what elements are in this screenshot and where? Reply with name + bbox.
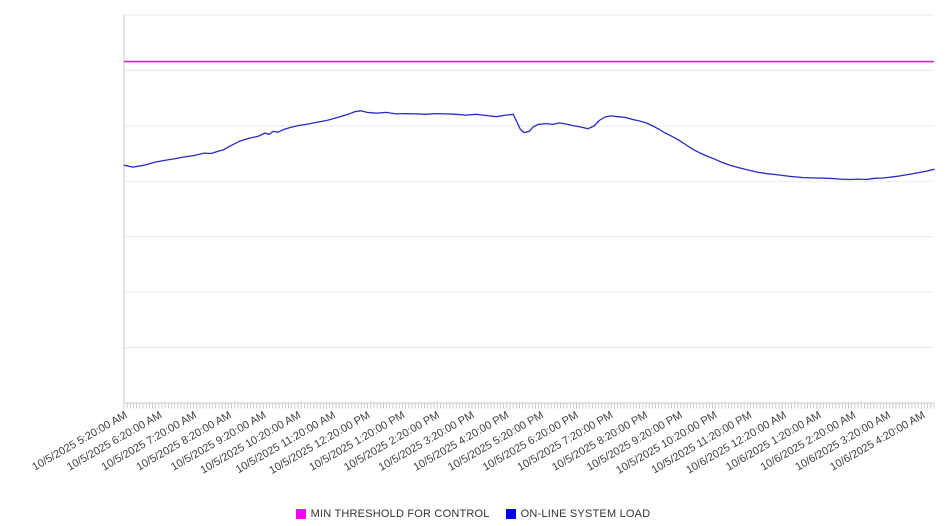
chart-legend: MIN THRESHOLD FOR CONTROL ON-LINE SYSTEM…: [0, 508, 946, 520]
legend-item-min-threshold[interactable]: MIN THRESHOLD FOR CONTROL: [295, 508, 490, 520]
legend-label-online-system-load: ON-LINE SYSTEM LOAD: [520, 508, 651, 520]
online-system-load-line: [123, 110, 935, 181]
legend-swatch-magenta-icon: [295, 509, 306, 519]
line-chart: 10/5/2025 5:20:00 AM 10/5/2025 6:20:00 AM…: [30, 14, 935, 477]
legend-item-online-system-load[interactable]: ON-LINE SYSTEM LOAD: [505, 508, 651, 520]
legend-label-min-threshold: MIN THRESHOLD FOR CONTROL: [310, 508, 490, 520]
legend-swatch-blue-icon: [505, 509, 516, 519]
x-minor-ticks: [123, 403, 935, 409]
